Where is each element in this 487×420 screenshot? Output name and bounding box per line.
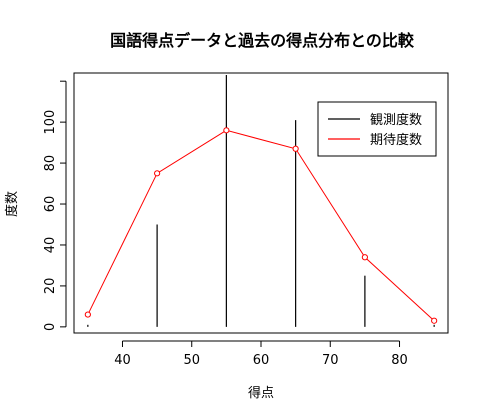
plot-frame: [73, 72, 449, 334]
x-tick-label: 70: [322, 353, 339, 368]
x-tick-label: 80: [391, 353, 408, 368]
y-axis-label: 度数: [4, 191, 20, 217]
expected-point: [431, 317, 438, 324]
expected-point: [223, 127, 230, 134]
y-tick-label: 0: [43, 323, 58, 331]
y-tick-label: 80: [43, 155, 58, 172]
x-axis-label: 得点: [248, 385, 274, 401]
legend-label: 期待度数: [370, 132, 422, 148]
y-tick-label: 100: [43, 110, 58, 135]
y-tick-label: 20: [43, 278, 58, 295]
expected-point: [154, 170, 161, 177]
chart-title: 国語得点データと過去の得点分布との比較: [110, 31, 415, 50]
x-tick-label: 50: [183, 353, 200, 368]
x-axis: 40 50 60 70 80: [114, 340, 408, 368]
x-tick-label: 40: [114, 353, 131, 368]
y-axis: 0 20 40 60 80 100: [43, 80, 67, 331]
legend-label: 観測度数: [370, 112, 422, 128]
y-tick-label: 40: [43, 237, 58, 254]
expected-point: [292, 145, 299, 152]
x-tick-label: 60: [253, 353, 270, 368]
y-tick-label: 60: [43, 196, 58, 213]
expected-point: [361, 254, 368, 261]
expected-point: [84, 311, 91, 318]
chart-marks: [84, 75, 438, 327]
legend-box: [317, 101, 437, 157]
expected-line: [87, 129, 435, 322]
